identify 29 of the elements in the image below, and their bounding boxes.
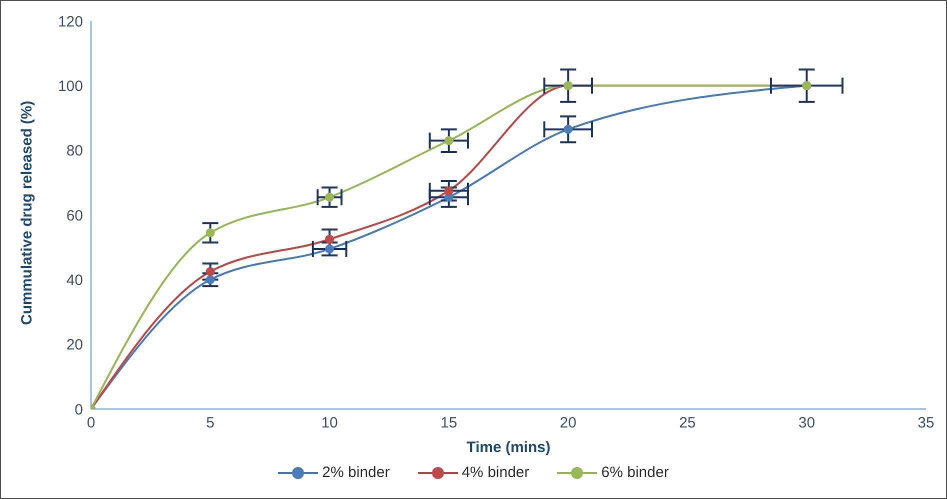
point	[325, 244, 334, 254]
point	[206, 275, 215, 284]
x-axis-title: Time (mins)	[466, 439, 550, 456]
x-tick-label: 10	[321, 414, 338, 432]
point	[444, 186, 454, 196]
x-tick-label: 30	[798, 414, 816, 432]
x-tick-label: 35	[918, 414, 934, 432]
x-tick-label: 15	[440, 414, 458, 432]
y-tick-label: 0	[74, 401, 83, 418]
legend-label: 4% binder	[460, 464, 530, 481]
x-tick-label: 0	[86, 414, 96, 432]
y-tick-label: 80	[66, 142, 83, 160]
point	[206, 228, 215, 238]
y-tick-label: 20	[66, 336, 83, 354]
x-tick-label: 25	[679, 414, 696, 432]
y-tick-label: 60	[66, 207, 83, 224]
legend-label: 6% binder	[600, 464, 669, 481]
point	[325, 234, 334, 244]
y-axis-title: Cummulative drug released (%)	[18, 100, 36, 325]
y-tick-label: 100	[58, 78, 83, 95]
point	[444, 136, 454, 146]
x-tick-label: 20	[560, 414, 576, 432]
y-tick-label: 120	[58, 13, 83, 30]
point	[325, 192, 334, 202]
point	[564, 124, 573, 134]
legend-label: 2% binder	[321, 464, 390, 481]
point	[206, 267, 215, 276]
x-tick-label: 5	[206, 414, 214, 432]
y-tick-label: 40	[66, 272, 83, 289]
